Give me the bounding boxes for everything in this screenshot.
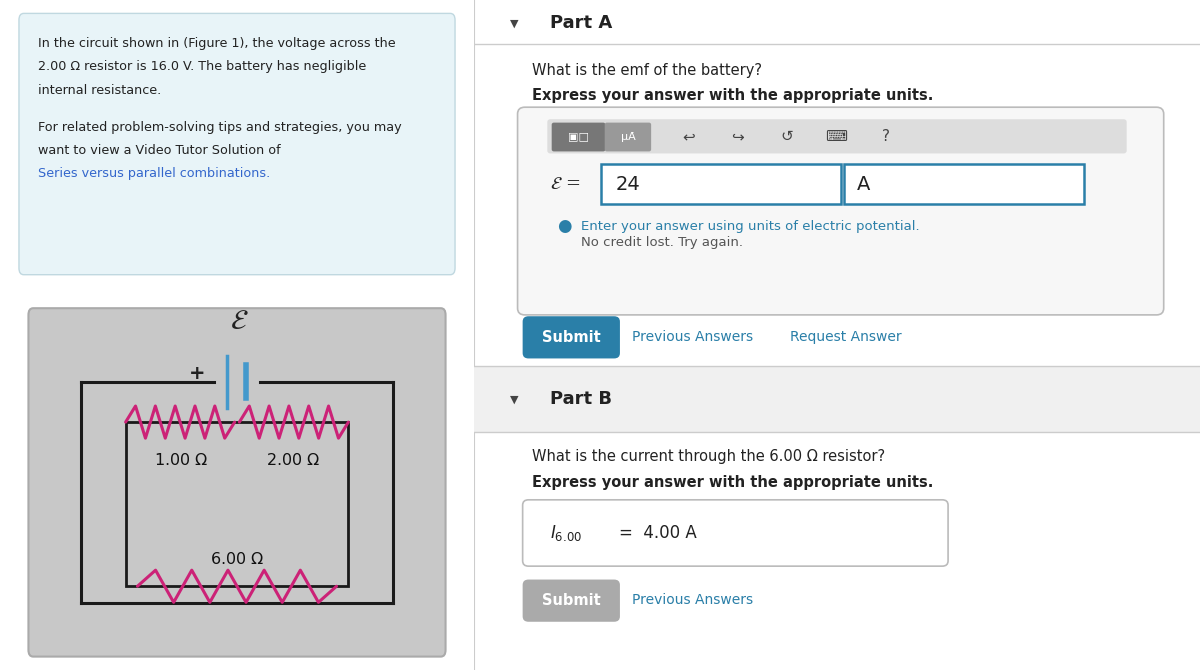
Text: What is the emf of the battery?: What is the emf of the battery?: [532, 63, 762, 78]
Text: 2.00 Ω resistor is 16.0 V. The battery has negligible: 2.00 Ω resistor is 16.0 V. The battery h…: [38, 60, 366, 73]
Text: ↺: ↺: [780, 129, 793, 144]
Text: $I_{6.00}$: $I_{6.00}$: [551, 523, 582, 543]
FancyBboxPatch shape: [845, 164, 1084, 204]
Text: Enter your answer using units of electric potential.: Enter your answer using units of electri…: [582, 220, 920, 233]
Text: ⌨: ⌨: [826, 129, 847, 144]
Text: ●: ●: [558, 218, 572, 235]
Text: want to view a Video Tutor Solution of: want to view a Video Tutor Solution of: [38, 144, 281, 157]
FancyBboxPatch shape: [601, 164, 841, 204]
Text: $\mathcal{E}$ =: $\mathcal{E}$ =: [551, 176, 581, 193]
Text: Submit: Submit: [542, 330, 601, 344]
Text: μȦ: μȦ: [620, 132, 635, 141]
Text: 2.00 $\Omega$: 2.00 $\Omega$: [265, 452, 320, 468]
FancyBboxPatch shape: [605, 123, 652, 151]
Text: 1.00 $\Omega$: 1.00 $\Omega$: [154, 452, 209, 468]
Text: Express your answer with the appropriate units.: Express your answer with the appropriate…: [532, 475, 934, 490]
Text: What is the current through the 6.00 Ω resistor?: What is the current through the 6.00 Ω r…: [532, 450, 886, 464]
Text: ↪: ↪: [731, 129, 744, 144]
Bar: [474, 366, 1200, 432]
Text: internal resistance.: internal resistance.: [38, 84, 161, 96]
Text: Request Answer: Request Answer: [790, 330, 901, 344]
Text: No credit lost. Try again.: No credit lost. Try again.: [582, 236, 744, 249]
Text: For related problem-solving tips and strategies, you may: For related problem-solving tips and str…: [38, 121, 402, 133]
FancyBboxPatch shape: [523, 316, 620, 358]
Text: Previous Answers: Previous Answers: [632, 594, 754, 607]
Text: Series versus parallel combinations.: Series versus parallel combinations.: [38, 168, 270, 180]
Text: ?: ?: [882, 129, 889, 144]
Text: A: A: [857, 175, 871, 194]
Text: ▼: ▼: [510, 395, 518, 404]
Text: ↩: ↩: [682, 129, 695, 144]
Text: Previous Answers: Previous Answers: [632, 330, 754, 344]
Text: =  4.00 A: = 4.00 A: [619, 524, 697, 541]
Text: Submit: Submit: [542, 593, 601, 608]
Text: 6.00 $\Omega$: 6.00 $\Omega$: [210, 551, 264, 567]
FancyBboxPatch shape: [547, 119, 1127, 153]
Text: Express your answer with the appropriate units.: Express your answer with the appropriate…: [532, 88, 934, 103]
Text: +: +: [188, 364, 205, 383]
Text: In the circuit shown in (Figure 1), the voltage across the: In the circuit shown in (Figure 1), the …: [38, 37, 396, 50]
Text: ▣□: ▣□: [568, 132, 589, 141]
Text: ▼: ▼: [510, 19, 518, 28]
Text: $\mathcal{E}$: $\mathcal{E}$: [230, 308, 248, 335]
FancyBboxPatch shape: [517, 107, 1164, 315]
Text: Part B: Part B: [551, 391, 612, 408]
FancyBboxPatch shape: [523, 580, 620, 622]
Bar: [126, 422, 348, 586]
FancyBboxPatch shape: [523, 500, 948, 566]
FancyBboxPatch shape: [552, 123, 606, 151]
FancyBboxPatch shape: [29, 308, 445, 657]
Text: Part A: Part A: [551, 15, 612, 32]
FancyBboxPatch shape: [19, 13, 455, 275]
Text: 24: 24: [616, 175, 641, 194]
